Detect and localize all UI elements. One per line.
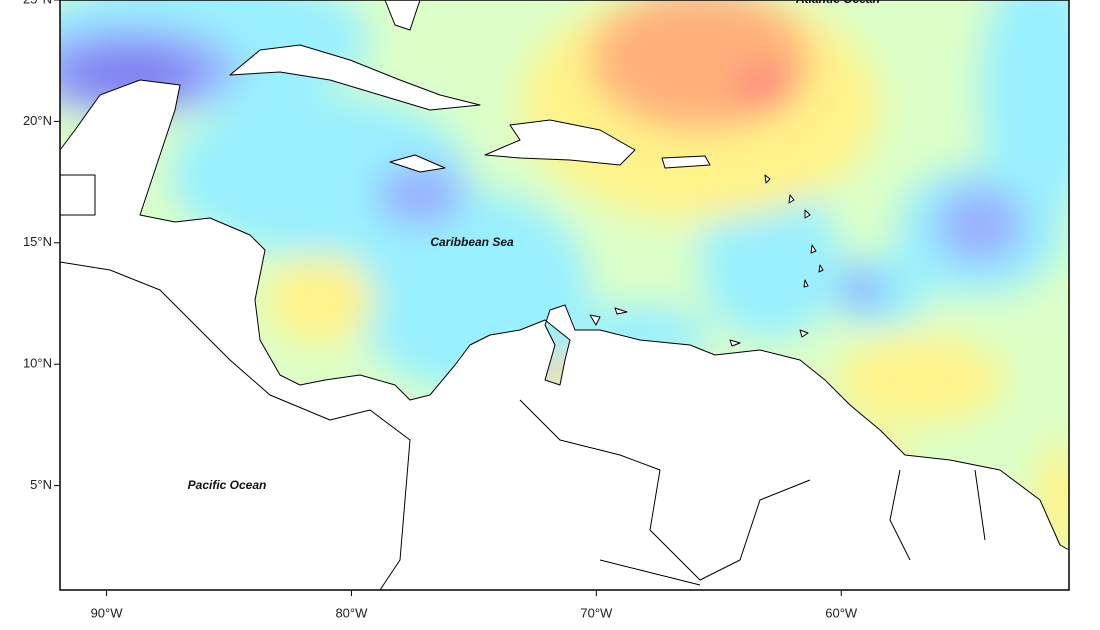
coastlines bbox=[59, 0, 1070, 591]
y-tick-label: 15°N bbox=[23, 234, 52, 249]
x-tick-label: 80°W bbox=[335, 605, 368, 620]
x-tick-label: 70°W bbox=[580, 605, 613, 620]
sea-field bbox=[60, 0, 1069, 550]
y-tick-label: 25°N bbox=[23, 0, 52, 6]
x-tick-label: 90°W bbox=[91, 605, 124, 620]
y-tick-label: 10°N bbox=[23, 356, 52, 371]
ocean-label: Atlantic Ocean bbox=[795, 0, 880, 6]
ocean-label: Caribbean Sea bbox=[430, 235, 514, 249]
x-tick-label: 60°W bbox=[825, 605, 858, 620]
y-tick-label: 20°N bbox=[23, 113, 52, 128]
y-tick-label: 5°N bbox=[30, 477, 52, 492]
map-frame bbox=[59, 0, 1070, 591]
ocean-label: Pacific Ocean bbox=[188, 478, 267, 492]
